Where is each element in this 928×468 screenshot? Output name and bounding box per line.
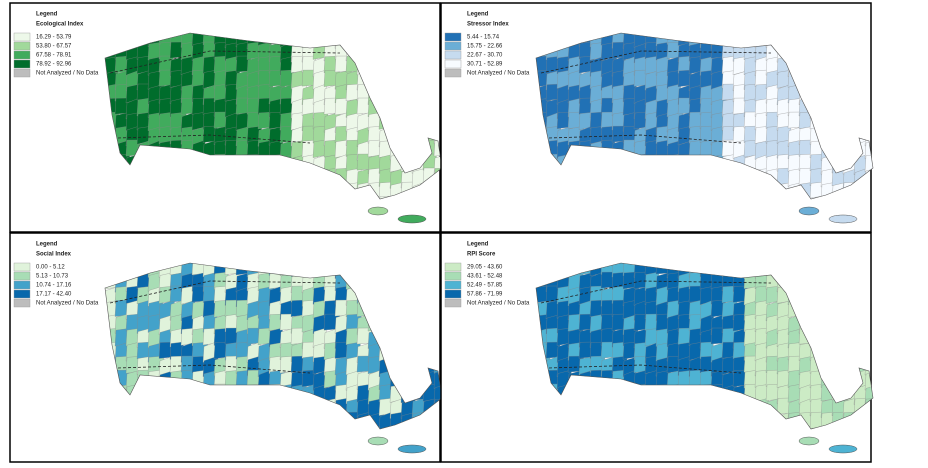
legend-swatch <box>13 59 31 69</box>
legend-heading: Legend <box>36 242 58 248</box>
legend-swatch <box>444 32 462 42</box>
island <box>367 436 389 446</box>
legend-swatch <box>13 289 31 299</box>
region-boundary <box>109 280 341 374</box>
watershed <box>864 369 873 391</box>
legend-swatch <box>444 280 462 290</box>
legend-swatch <box>444 271 462 281</box>
legend-label: 53.80 - 67.57 <box>36 44 72 50</box>
map-panel: Legend Ecological Index 16.29 - 53.79 53.80… <box>9 2 443 233</box>
region-boundary <box>540 50 772 144</box>
legend-swatch <box>13 50 31 60</box>
legend-label: 52.49 - 57.85 <box>467 283 503 289</box>
legend-swatch <box>13 298 31 308</box>
legend-swatch <box>13 68 31 78</box>
legend-title: RPI Score <box>467 252 496 258</box>
legend-heading: Legend <box>467 242 489 248</box>
legend-swatch <box>13 271 31 281</box>
legend-label: 30.71 - 52.89 <box>467 62 503 68</box>
legend-label: Not Analyzed / No Data <box>36 71 99 77</box>
legend-label: Not Analyzed / No Data <box>36 301 99 307</box>
legend-label: 22.67 - 30.70 <box>467 53 503 59</box>
legend-label: 67.58 - 78.91 <box>36 53 72 59</box>
island <box>798 206 820 216</box>
map-panel: Legend Social Index 0.00 - 5.12 5.13 - 10.7… <box>9 232 443 463</box>
legend-label: 16.29 - 53.79 <box>36 35 72 41</box>
legend-label: 10.74 - 17.16 <box>36 283 72 289</box>
state-outline <box>535 32 874 200</box>
legend-swatch <box>444 41 462 51</box>
legend-heading: Legend <box>36 12 58 18</box>
legend-swatch <box>444 59 462 69</box>
legend-label: Not Analyzed / No Data <box>467 71 530 77</box>
legend-title: Social Index <box>36 252 72 258</box>
legend-label: 17.17 - 42.40 <box>36 292 72 298</box>
legend-title: Stressor Index <box>467 22 509 28</box>
watershed <box>864 153 873 172</box>
legend-label: 5.44 - 15.74 <box>467 35 500 41</box>
legend-label: Not Analyzed / No Data <box>467 301 530 307</box>
legend-label: 29.05 - 43.60 <box>467 265 503 271</box>
legend-heading: Legend <box>467 12 489 18</box>
island <box>828 214 858 224</box>
legend-label: 43.61 - 52.48 <box>467 274 503 280</box>
map-panel: Legend RPI Score 29.05 - 43.60 43.61 - 52.4… <box>440 232 874 463</box>
island <box>367 206 389 216</box>
legend-label: 57.86 - 71.99 <box>467 292 503 298</box>
island <box>397 444 427 454</box>
legend-swatch <box>444 298 462 308</box>
map-panel: Legend Stressor Index 5.44 - 15.74 15.75 - … <box>440 2 874 233</box>
legend-label: 5.13 - 10.73 <box>36 274 69 280</box>
legend-label: 78.92 - 92.96 <box>36 62 72 68</box>
legend-swatch <box>444 50 462 60</box>
legend-swatch <box>444 289 462 299</box>
island <box>798 436 820 446</box>
legend-swatch <box>444 262 462 272</box>
legend-swatch <box>444 68 462 78</box>
state-outline <box>535 262 874 430</box>
region-boundary <box>540 280 772 374</box>
legend-label: 15.75 - 22.66 <box>467 44 503 50</box>
legend-title: Ecological Index <box>36 22 84 28</box>
legend-swatch <box>13 32 31 42</box>
legend-label: 0.00 - 5.12 <box>36 265 65 271</box>
legend-swatch <box>13 280 31 290</box>
region-boundary <box>109 50 341 144</box>
legend-swatch <box>13 41 31 51</box>
island <box>397 214 427 224</box>
island <box>828 444 858 454</box>
legend-swatch <box>13 262 31 272</box>
